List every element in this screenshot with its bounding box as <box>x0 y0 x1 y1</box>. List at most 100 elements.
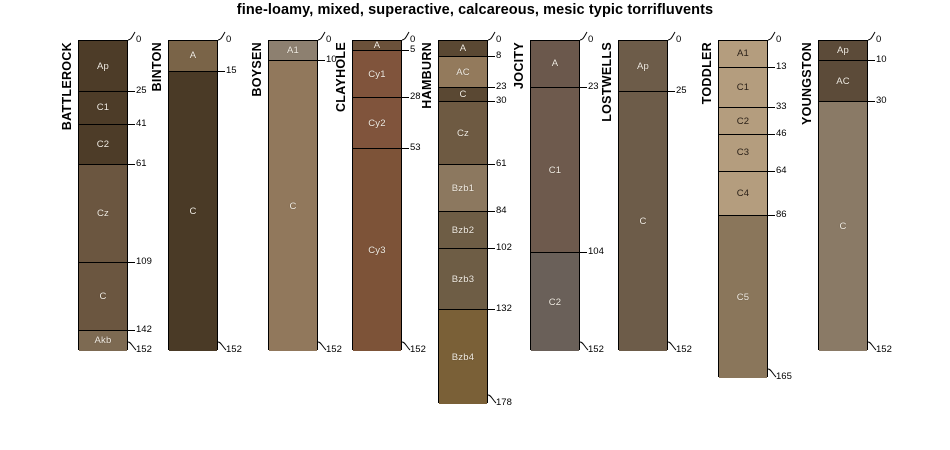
depth-tick <box>488 86 495 88</box>
soil-horizon: C1 <box>79 92 127 125</box>
pedon-name-label: BATTLEROCK <box>60 42 74 131</box>
soil-profile: BINTON A C 0 15 152 <box>150 0 278 370</box>
depth-tick <box>218 70 225 72</box>
horizon-name: Cz <box>96 208 109 220</box>
profile-column: Ap C <box>618 40 668 352</box>
depth-label: 152 <box>588 344 604 356</box>
soil-horizon: A1 <box>269 41 317 62</box>
depth-tick <box>402 97 409 99</box>
depth-tick <box>488 101 495 103</box>
horizon-name: A1 <box>286 45 300 57</box>
soil-horizon: C <box>619 92 667 352</box>
horizon-name: C <box>639 216 647 228</box>
depth-label: 132 <box>496 303 512 315</box>
soil-horizon: Bzb1 <box>439 165 487 213</box>
soil-profile: CLAYHOLE A Cy1 Cy2 Cy3 0 5 28 53 152 <box>334 0 462 370</box>
depth-tick <box>128 91 135 92</box>
depth-label: 41 <box>136 117 147 129</box>
depth-label: 0 <box>496 34 502 45</box>
depth-tick <box>128 164 135 166</box>
soil-horizon: AC <box>819 61 867 103</box>
horizon-name: Ap <box>96 60 110 72</box>
depth-label: 0 <box>226 34 232 45</box>
depth-leader <box>667 341 677 351</box>
profile-column: A1 C <box>268 40 318 352</box>
depth-label: 23 <box>496 80 507 92</box>
depth-label: 152 <box>676 344 692 356</box>
soil-horizon: Cz <box>439 102 487 166</box>
depth-label: 0 <box>776 34 782 45</box>
horizon-name: C3 <box>736 147 750 159</box>
depth-label: 61 <box>136 158 147 170</box>
horizon-name: Bzb4 <box>451 351 475 363</box>
profile-column: A C1 C2 <box>530 40 580 352</box>
chart-title: fine-loamy, mixed, superactive, calcareo… <box>236 2 714 18</box>
soil-horizon: C5 <box>719 216 767 378</box>
depth-tick <box>768 133 775 135</box>
depth-leader <box>867 341 877 351</box>
soil-horizon: A <box>531 41 579 88</box>
depth-label: 84 <box>496 205 507 217</box>
depth-tick <box>768 107 775 109</box>
depth-leader <box>401 341 411 351</box>
depth-leader <box>579 341 589 351</box>
horizon-name: A <box>551 58 559 70</box>
profile-column: A1 C1 C2 C3 C4 C5 <box>718 40 768 378</box>
depth-label: 0 <box>410 34 416 45</box>
soil-profile: LOSTWELLS Ap C 0 25 152 <box>600 0 728 370</box>
horizon-name: AC <box>456 66 470 78</box>
soil-profile: HAMBURN A AC C Cz Bzb1 Bzb2 Bzb3 Bzb4 0 8 23 30 61 84 1… <box>420 0 548 423</box>
profile-column: A AC C Cz Bzb1 Bzb2 Bzb3 Bzb4 <box>438 40 488 405</box>
depth-leader <box>401 31 410 41</box>
soil-profile: JOCITY A C1 C2 0 23 104 152 <box>512 0 640 370</box>
depth-label: 0 <box>588 34 594 45</box>
depth-label: 46 <box>776 127 787 139</box>
pedon-name-label: BINTON <box>150 42 164 92</box>
soil-horizon: C <box>269 61 317 352</box>
soil-profile: BATTLEROCK Ap C1 C2 Cz C Akb 0 25 41 61 109 142 152 <box>60 0 188 370</box>
depth-label: 152 <box>226 344 242 356</box>
soil-horizon: A <box>439 41 487 58</box>
soil-horizon: C2 <box>719 108 767 135</box>
depth-label: 152 <box>136 344 152 356</box>
depth-label: 109 <box>136 256 152 268</box>
horizon-name: A1 <box>736 48 750 60</box>
depth-tick <box>868 101 875 103</box>
depth-label: 53 <box>410 142 421 154</box>
soil-horizon: C2 <box>531 253 579 352</box>
soil-horizon: A <box>353 41 401 52</box>
horizon-name: Cz <box>456 127 469 139</box>
depth-tick <box>768 215 775 217</box>
horizon-name: C2 <box>736 115 750 127</box>
soil-profile: TODDLER A1 C1 C2 C3 C4 C5 0 13 33 46 64 86 165 <box>700 0 828 397</box>
soil-horizon: A <box>169 41 217 72</box>
depth-tick <box>128 123 135 125</box>
soil-horizon: C1 <box>719 67 767 109</box>
depth-tick <box>128 262 135 264</box>
horizon-name: C2 <box>548 296 562 308</box>
depth-label: 152 <box>876 344 892 356</box>
soil-horizon: C <box>169 71 217 352</box>
horizon-name: Cy1 <box>368 68 386 80</box>
soil-horizon: Ap <box>619 41 667 92</box>
horizon-name: Ap <box>636 60 650 72</box>
depth-label: 152 <box>410 344 426 356</box>
depth-tick <box>488 211 495 213</box>
depth-label: 5 <box>410 44 416 56</box>
horizon-name: C <box>459 89 467 101</box>
depth-tick <box>668 91 675 92</box>
soil-horizon: Bzb3 <box>439 249 487 311</box>
pedon-name-label: LOSTWELLS <box>600 42 614 122</box>
horizon-name: C <box>839 221 847 233</box>
depth-tick <box>488 248 495 250</box>
depth-label: 30 <box>876 95 887 107</box>
depth-label: 25 <box>676 85 687 96</box>
depth-label: 23 <box>588 80 599 92</box>
soil-profile: BOYSEN A1 C 0 10 152 <box>250 0 378 370</box>
horizon-name: C5 <box>736 291 750 303</box>
depth-leader <box>317 341 327 351</box>
depth-label: 142 <box>136 323 152 335</box>
soil-horizon: Bzb2 <box>439 212 487 250</box>
soil-horizon: C2 <box>79 124 127 166</box>
depth-tick <box>128 329 135 331</box>
